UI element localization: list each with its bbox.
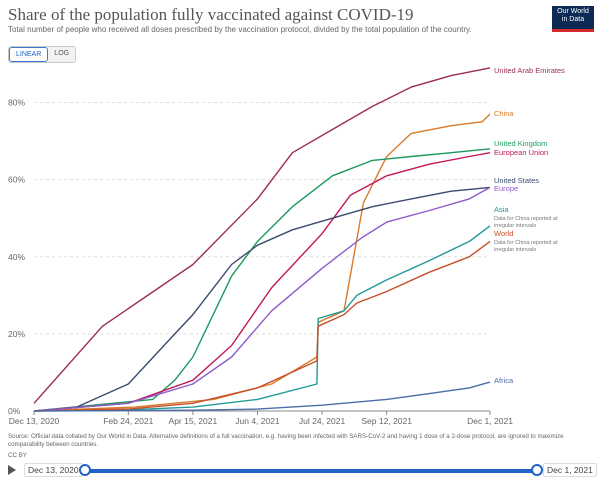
y-tick-label: 20% xyxy=(8,329,25,339)
x-tick-label: Sep 12, 2021 xyxy=(361,416,412,426)
y-axis-ticks: 0% 20% 40% 60% 80% xyxy=(8,98,25,416)
timeline-start-date[interactable]: Dec 13, 2020 xyxy=(24,463,83,477)
series-label-asia[interactable]: Asia xyxy=(494,205,509,214)
series-label-china[interactable]: China xyxy=(494,109,514,118)
timeline-end-handle[interactable] xyxy=(531,464,543,476)
series-line-asia[interactable] xyxy=(33,225,491,412)
series-line-africa[interactable] xyxy=(33,381,491,412)
x-tick-label: Dec 1, 2021 xyxy=(467,416,513,426)
timeline-start-handle[interactable] xyxy=(79,464,91,476)
x-tick-label: Feb 24, 2021 xyxy=(103,416,153,426)
series-line-united-kingdom[interactable] xyxy=(33,148,491,412)
x-tick-label: Jun 4, 2021 xyxy=(235,416,280,426)
series-line-world[interactable] xyxy=(33,240,491,412)
series-note-world: irregular intervals xyxy=(494,247,536,253)
series-label-united-arab-emirates[interactable]: United Arab Emirates xyxy=(494,66,565,75)
chart-subtitle: Total number of people who received all … xyxy=(8,25,472,34)
timeline-track[interactable] xyxy=(84,469,536,473)
logo-line-2: in Data xyxy=(561,16,585,23)
series-line-european-union[interactable] xyxy=(33,152,491,412)
series-line-china[interactable] xyxy=(33,113,491,412)
grid-lines xyxy=(34,102,490,412)
owid-logo[interactable]: Our World in Data xyxy=(552,6,594,32)
y-tick-label: 60% xyxy=(8,175,25,185)
license-note: CC BY xyxy=(8,452,27,459)
series-line-united-arab-emirates[interactable] xyxy=(33,67,491,404)
series-label-europe[interactable]: Europe xyxy=(494,184,518,193)
series-label-world[interactable]: World xyxy=(494,229,513,238)
series-line-europe[interactable] xyxy=(33,186,491,412)
source-note: Source: Official data collated by Our Wo… xyxy=(8,433,564,448)
timeline-end-date[interactable]: Dec 1, 2021 xyxy=(543,463,597,477)
scale-toggle: LINEAR LOG xyxy=(8,46,77,63)
series-label-united-kingdom[interactable]: United Kingdom xyxy=(494,139,547,148)
series-note-asia: irregular intervals xyxy=(494,223,536,229)
series-line-united-states[interactable] xyxy=(33,186,491,412)
log-scale-button[interactable]: LOG xyxy=(48,47,76,62)
y-tick-label: 80% xyxy=(8,98,25,108)
y-tick-label: 0% xyxy=(8,406,21,416)
x-tick-label: Dec 13, 2020 xyxy=(9,416,60,426)
x-axis-ticks: Dec 13, 2020 Feb 24, 2021 Apr 15, 2021 Jun … xyxy=(9,411,513,426)
line-chart: 0% 20% 40% 60% 80% Dec 13, 2020 Feb 24, 2021 A… xyxy=(8,66,565,426)
series-label-united-states[interactable]: United States xyxy=(494,176,539,185)
play-icon[interactable] xyxy=(8,465,16,475)
x-tick-label: Jul 24, 2021 xyxy=(299,416,346,426)
series-lines xyxy=(33,67,491,412)
linear-scale-button[interactable]: LINEAR xyxy=(9,47,49,62)
timeline-slider: Dec 13, 2020 Dec 1, 2021 xyxy=(0,462,600,479)
logo-line-1: Our World xyxy=(557,8,589,15)
series-label-africa[interactable]: Africa xyxy=(494,376,514,385)
series-note-world: Data for China reported at xyxy=(494,240,558,246)
series-label-european-union[interactable]: European Union xyxy=(494,148,548,157)
x-tick-label: Apr 15, 2021 xyxy=(169,416,218,426)
series-note-asia: Data for China reported at xyxy=(494,216,558,222)
chart-title: Share of the population fully vaccinated… xyxy=(8,5,414,24)
y-tick-label: 40% xyxy=(8,252,25,262)
